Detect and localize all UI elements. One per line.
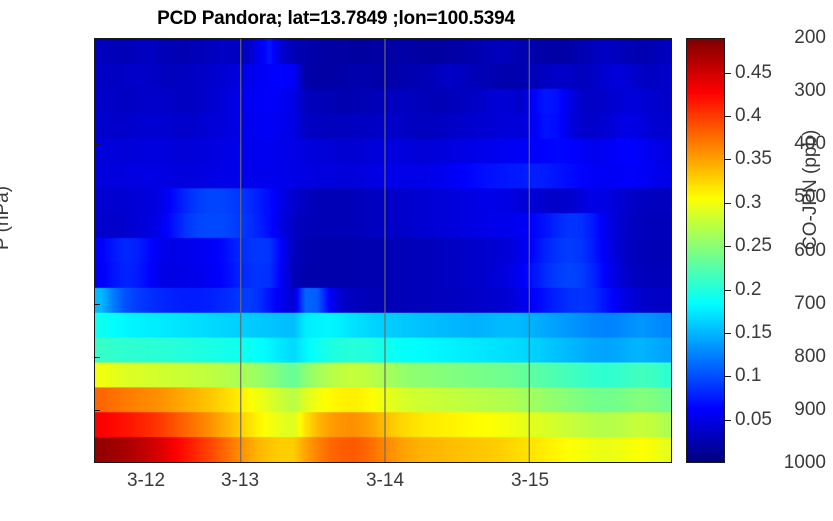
colorbar-tick-label: 0.25 <box>735 235 772 257</box>
colorbar-tick-label: 0.2 <box>735 278 762 300</box>
y-tick-label: 400 <box>794 133 826 155</box>
y-tick-label: 200 <box>794 27 826 48</box>
colorbar-label: CO-JPN (ppb) <box>800 129 821 250</box>
colorbar-tick-label: 0.45 <box>735 61 772 83</box>
colorbar-tick-mark <box>725 376 731 378</box>
colorbar-tick-label: 0.1 <box>735 365 762 387</box>
colorbar-tick-mark <box>725 202 731 204</box>
colorbar-tick-mark <box>725 419 731 421</box>
y-tick-mark <box>94 144 100 146</box>
x-tick-label: 3-13 <box>220 470 260 491</box>
y-tick-label: 900 <box>794 398 826 420</box>
y-tick-mark <box>94 303 100 305</box>
colorbar-tick-label: 0.3 <box>735 191 762 213</box>
y-tick-mark <box>94 356 100 358</box>
colorbar-tick-mark <box>725 332 731 334</box>
colorbar-tick-mark <box>725 246 731 248</box>
colorbar-gradient <box>687 39 724 462</box>
colorbar-tick-label: 0.4 <box>735 105 762 127</box>
figure-title: PCD Pandora; lat=13.7849 ;lon=100.5394 <box>157 8 515 29</box>
y-tick-mark <box>94 197 100 199</box>
heatmap-axes <box>94 38 672 463</box>
colorbar-tick-label: 0.05 <box>735 408 772 430</box>
y-tick-label: 600 <box>794 239 826 261</box>
y-tick-label: 300 <box>794 80 826 102</box>
y-tick-label: 1000 <box>783 452 826 473</box>
y-tick-label: 500 <box>794 186 826 208</box>
x-tick-label: 3-12 <box>126 470 166 491</box>
y-tick-mark <box>94 409 100 411</box>
y-tick-label: 700 <box>794 292 826 314</box>
x-tick-label: 3-15 <box>510 470 550 491</box>
y-axis-label: P (hPa) <box>0 185 13 250</box>
x-tick-label: 3-14 <box>365 470 405 491</box>
y-tick-mark <box>94 91 100 93</box>
heatmap-image <box>95 39 671 462</box>
y-tick-label: 800 <box>794 345 826 367</box>
colorbar-tick-mark <box>725 159 731 161</box>
colorbar-tick-mark <box>725 289 731 291</box>
y-tick-mark <box>94 250 100 252</box>
colorbar-tick-label: 0.15 <box>735 321 772 343</box>
colorbar-tick-mark <box>725 72 731 74</box>
colorbar-tick-label: 0.35 <box>735 148 772 170</box>
colorbar-tick-mark <box>725 116 731 118</box>
colorbar <box>686 38 725 463</box>
